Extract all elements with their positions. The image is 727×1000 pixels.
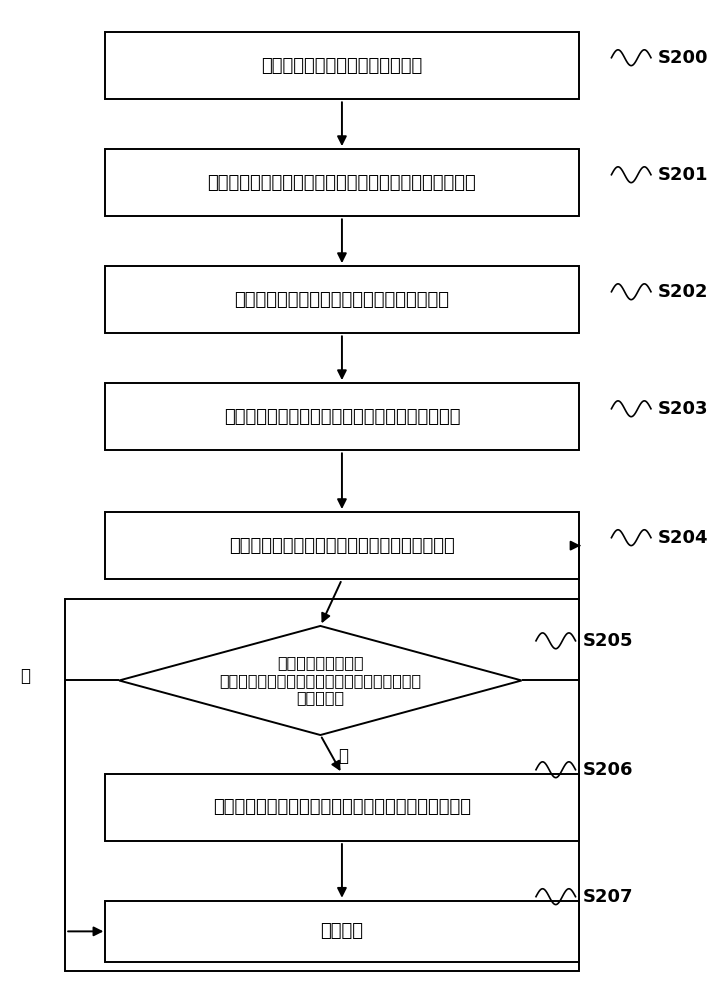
Text: 接收来自主数据库的数据同步任务: 接收来自主数据库的数据同步任务 bbox=[261, 57, 422, 75]
Text: 按照接收数据同步任务的顺序，为数据同步任务设置令牌: 按照接收数据同步任务的顺序，为数据同步任务设置令牌 bbox=[208, 174, 476, 192]
Text: 执行用于将写数据操作记录到日志文件中的写日志操作: 执行用于将写数据操作记录到日志文件中的写日志操作 bbox=[213, 798, 471, 816]
FancyBboxPatch shape bbox=[105, 383, 579, 450]
FancyBboxPatch shape bbox=[105, 774, 579, 841]
Text: S202: S202 bbox=[658, 283, 709, 301]
Text: S203: S203 bbox=[658, 400, 709, 418]
Text: S207: S207 bbox=[583, 888, 633, 906]
FancyBboxPatch shape bbox=[105, 149, 579, 216]
Text: 继续等待: 继续等待 bbox=[321, 922, 364, 940]
Text: 否: 否 bbox=[20, 667, 30, 685]
Text: S200: S200 bbox=[658, 49, 709, 67]
Text: 将设置有令牌的数据同步任务分发给所选择的线程: 将设置有令牌的数据同步任务分发给所选择的线程 bbox=[224, 408, 460, 426]
FancyBboxPatch shape bbox=[105, 32, 579, 99]
Text: 判断顺序排在令牌前
一位的令牌对应的数据同步任务的写日志操作是
否执行完成: 判断顺序排在令牌前 一位的令牌对应的数据同步任务的写日志操作是 否执行完成 bbox=[220, 656, 422, 705]
Text: S201: S201 bbox=[658, 166, 709, 184]
Text: 依据负载均衡策略，从多个线程选择一个线程: 依据负载均衡策略，从多个线程选择一个线程 bbox=[234, 291, 449, 309]
FancyBboxPatch shape bbox=[105, 266, 579, 333]
FancyBboxPatch shape bbox=[105, 901, 579, 962]
Text: S206: S206 bbox=[583, 761, 633, 779]
Text: S204: S204 bbox=[658, 529, 709, 547]
Text: S205: S205 bbox=[583, 632, 633, 650]
Text: 是: 是 bbox=[338, 747, 348, 765]
Text: 由该线程执行将数据写入从数据库的写数据操作: 由该线程执行将数据写入从数据库的写数据操作 bbox=[229, 537, 455, 555]
Polygon shape bbox=[119, 626, 521, 735]
FancyBboxPatch shape bbox=[105, 512, 579, 579]
FancyBboxPatch shape bbox=[65, 599, 579, 971]
